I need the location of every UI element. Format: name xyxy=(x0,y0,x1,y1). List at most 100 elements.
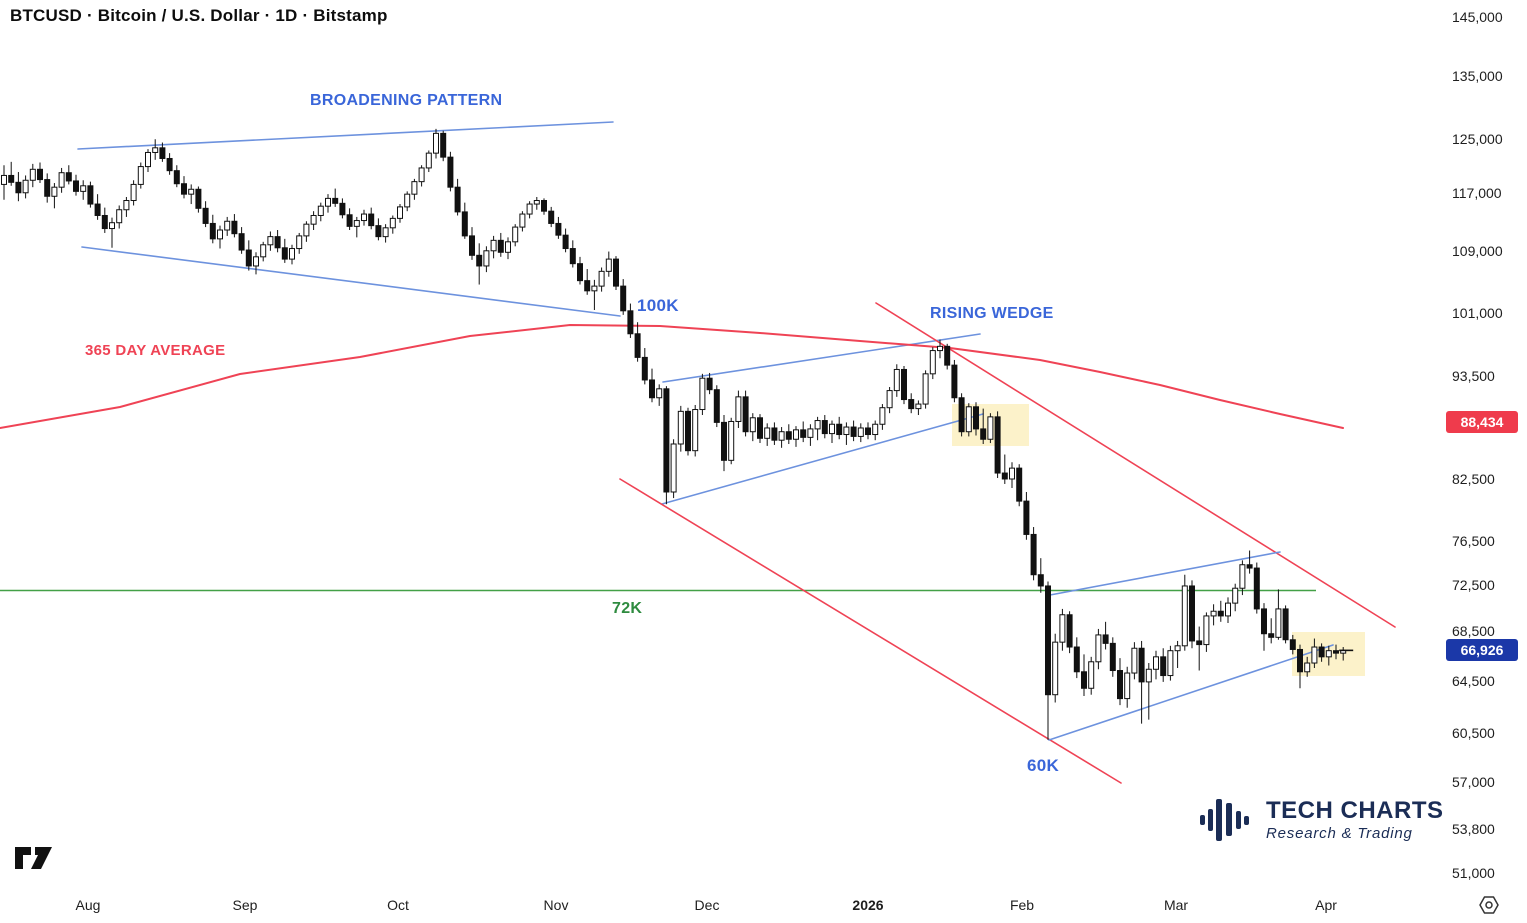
candle-body xyxy=(1102,634,1109,644)
tech-charts-icon xyxy=(1200,799,1249,841)
candle-body xyxy=(641,356,648,381)
candle-body xyxy=(843,426,850,436)
candle-body xyxy=(1117,670,1123,700)
candle-body xyxy=(814,420,821,430)
symbol-title: BTCUSD · Bitcoin / U.S. Dollar · 1D · Bi… xyxy=(10,6,388,25)
candle-body xyxy=(469,235,475,256)
candle-body xyxy=(987,416,994,440)
candle-body xyxy=(1289,639,1296,650)
candle-body xyxy=(1037,574,1044,587)
candle-body xyxy=(613,258,619,287)
price-tick-label: 109,000 xyxy=(1452,242,1503,259)
candle-body xyxy=(793,429,799,440)
candle-body xyxy=(836,423,843,436)
trendline-broadening-top[interactable] xyxy=(77,121,614,150)
trendline-rising-wedge-top[interactable] xyxy=(662,333,981,383)
price-tick-label: 145,000 xyxy=(1452,9,1503,25)
candle-body xyxy=(152,147,159,153)
candle-body xyxy=(1325,650,1332,658)
candle-body xyxy=(742,396,749,433)
candle-body xyxy=(51,186,58,197)
candle-body xyxy=(418,167,425,183)
candle-body xyxy=(224,220,231,231)
candle-body xyxy=(1174,645,1181,652)
candle-body xyxy=(253,256,259,267)
candle-body xyxy=(325,197,331,207)
candle-body xyxy=(44,179,51,197)
candle-body xyxy=(202,207,209,224)
candle-body xyxy=(749,417,756,433)
time-axis-label-2026: 2026 xyxy=(852,897,884,913)
trendline-small-wedge-top[interactable] xyxy=(1049,551,1281,596)
candle-body xyxy=(1189,585,1195,642)
candle-body xyxy=(735,396,742,422)
candle-body xyxy=(289,248,295,260)
tradingview-logo[interactable] xyxy=(14,844,54,877)
candle-body xyxy=(1081,671,1087,689)
trendline-small-wedge-bottom[interactable] xyxy=(1048,644,1334,741)
settings-gear-icon[interactable] xyxy=(1478,894,1500,921)
candle-body xyxy=(80,185,87,192)
candle-body xyxy=(1268,633,1275,638)
candle-body xyxy=(778,431,785,441)
candle-body xyxy=(173,170,180,185)
candle-body xyxy=(296,235,303,250)
time-axis-label-aug: Aug xyxy=(75,897,101,913)
candle-body xyxy=(260,244,267,258)
ma-365-line[interactable] xyxy=(0,324,1344,429)
candle-body xyxy=(728,420,735,461)
time-axis-label-oct: Oct xyxy=(387,897,409,913)
candle-body xyxy=(850,426,857,437)
candle-body xyxy=(130,183,137,202)
candle-body xyxy=(771,427,778,441)
candle-body xyxy=(1304,662,1311,673)
candle-body xyxy=(65,172,72,182)
trendline-falling-channel-top[interactable] xyxy=(875,302,1396,628)
candle-body xyxy=(656,388,663,399)
candle-body xyxy=(29,168,36,181)
candle-body xyxy=(497,239,504,253)
candle-body xyxy=(245,249,252,267)
candle-body xyxy=(281,247,288,260)
candle-body xyxy=(699,377,706,411)
candle-body xyxy=(22,179,29,194)
candle-body xyxy=(1297,648,1303,673)
time-axis-label-mar: Mar xyxy=(1163,897,1189,913)
candle-body xyxy=(685,410,691,452)
candle-body xyxy=(1196,640,1203,646)
ma-365-label: 365 DAY AVERAGE xyxy=(85,342,226,359)
time-axis-label-feb: Feb xyxy=(1009,897,1035,913)
candle-body xyxy=(353,220,360,227)
candle-body xyxy=(598,270,605,287)
candle-body xyxy=(541,200,547,212)
candle-body xyxy=(512,226,519,243)
price-tick-label: 64,500 xyxy=(1452,672,1495,689)
candle-body xyxy=(1275,608,1282,638)
candle-body xyxy=(584,280,591,292)
candle-body xyxy=(1131,647,1138,674)
price-tick-label: 101,000 xyxy=(1452,305,1503,322)
candle-body xyxy=(1261,608,1267,635)
candle-body xyxy=(1160,656,1167,677)
candle-body xyxy=(123,200,130,211)
candle-body xyxy=(361,213,367,222)
candle-body xyxy=(620,285,627,312)
candle-body xyxy=(411,181,418,195)
candle-body xyxy=(548,210,555,224)
trendline-falling-channel-bottom[interactable] xyxy=(619,478,1122,784)
candle-body xyxy=(231,220,238,235)
trendline-broadening-bottom[interactable] xyxy=(81,246,621,317)
candle-body xyxy=(663,388,670,493)
candle-body xyxy=(15,181,22,194)
candle-body xyxy=(188,188,195,195)
trendline-rising-wedge-bottom[interactable] xyxy=(661,413,984,505)
candle-body xyxy=(973,406,979,430)
candle-body xyxy=(109,222,115,230)
level-72k-label: 72K xyxy=(612,600,643,617)
candle-body xyxy=(915,403,922,410)
candle-body xyxy=(1311,646,1318,664)
candle-body xyxy=(807,428,814,438)
tradingview-logo-icon xyxy=(15,847,52,869)
